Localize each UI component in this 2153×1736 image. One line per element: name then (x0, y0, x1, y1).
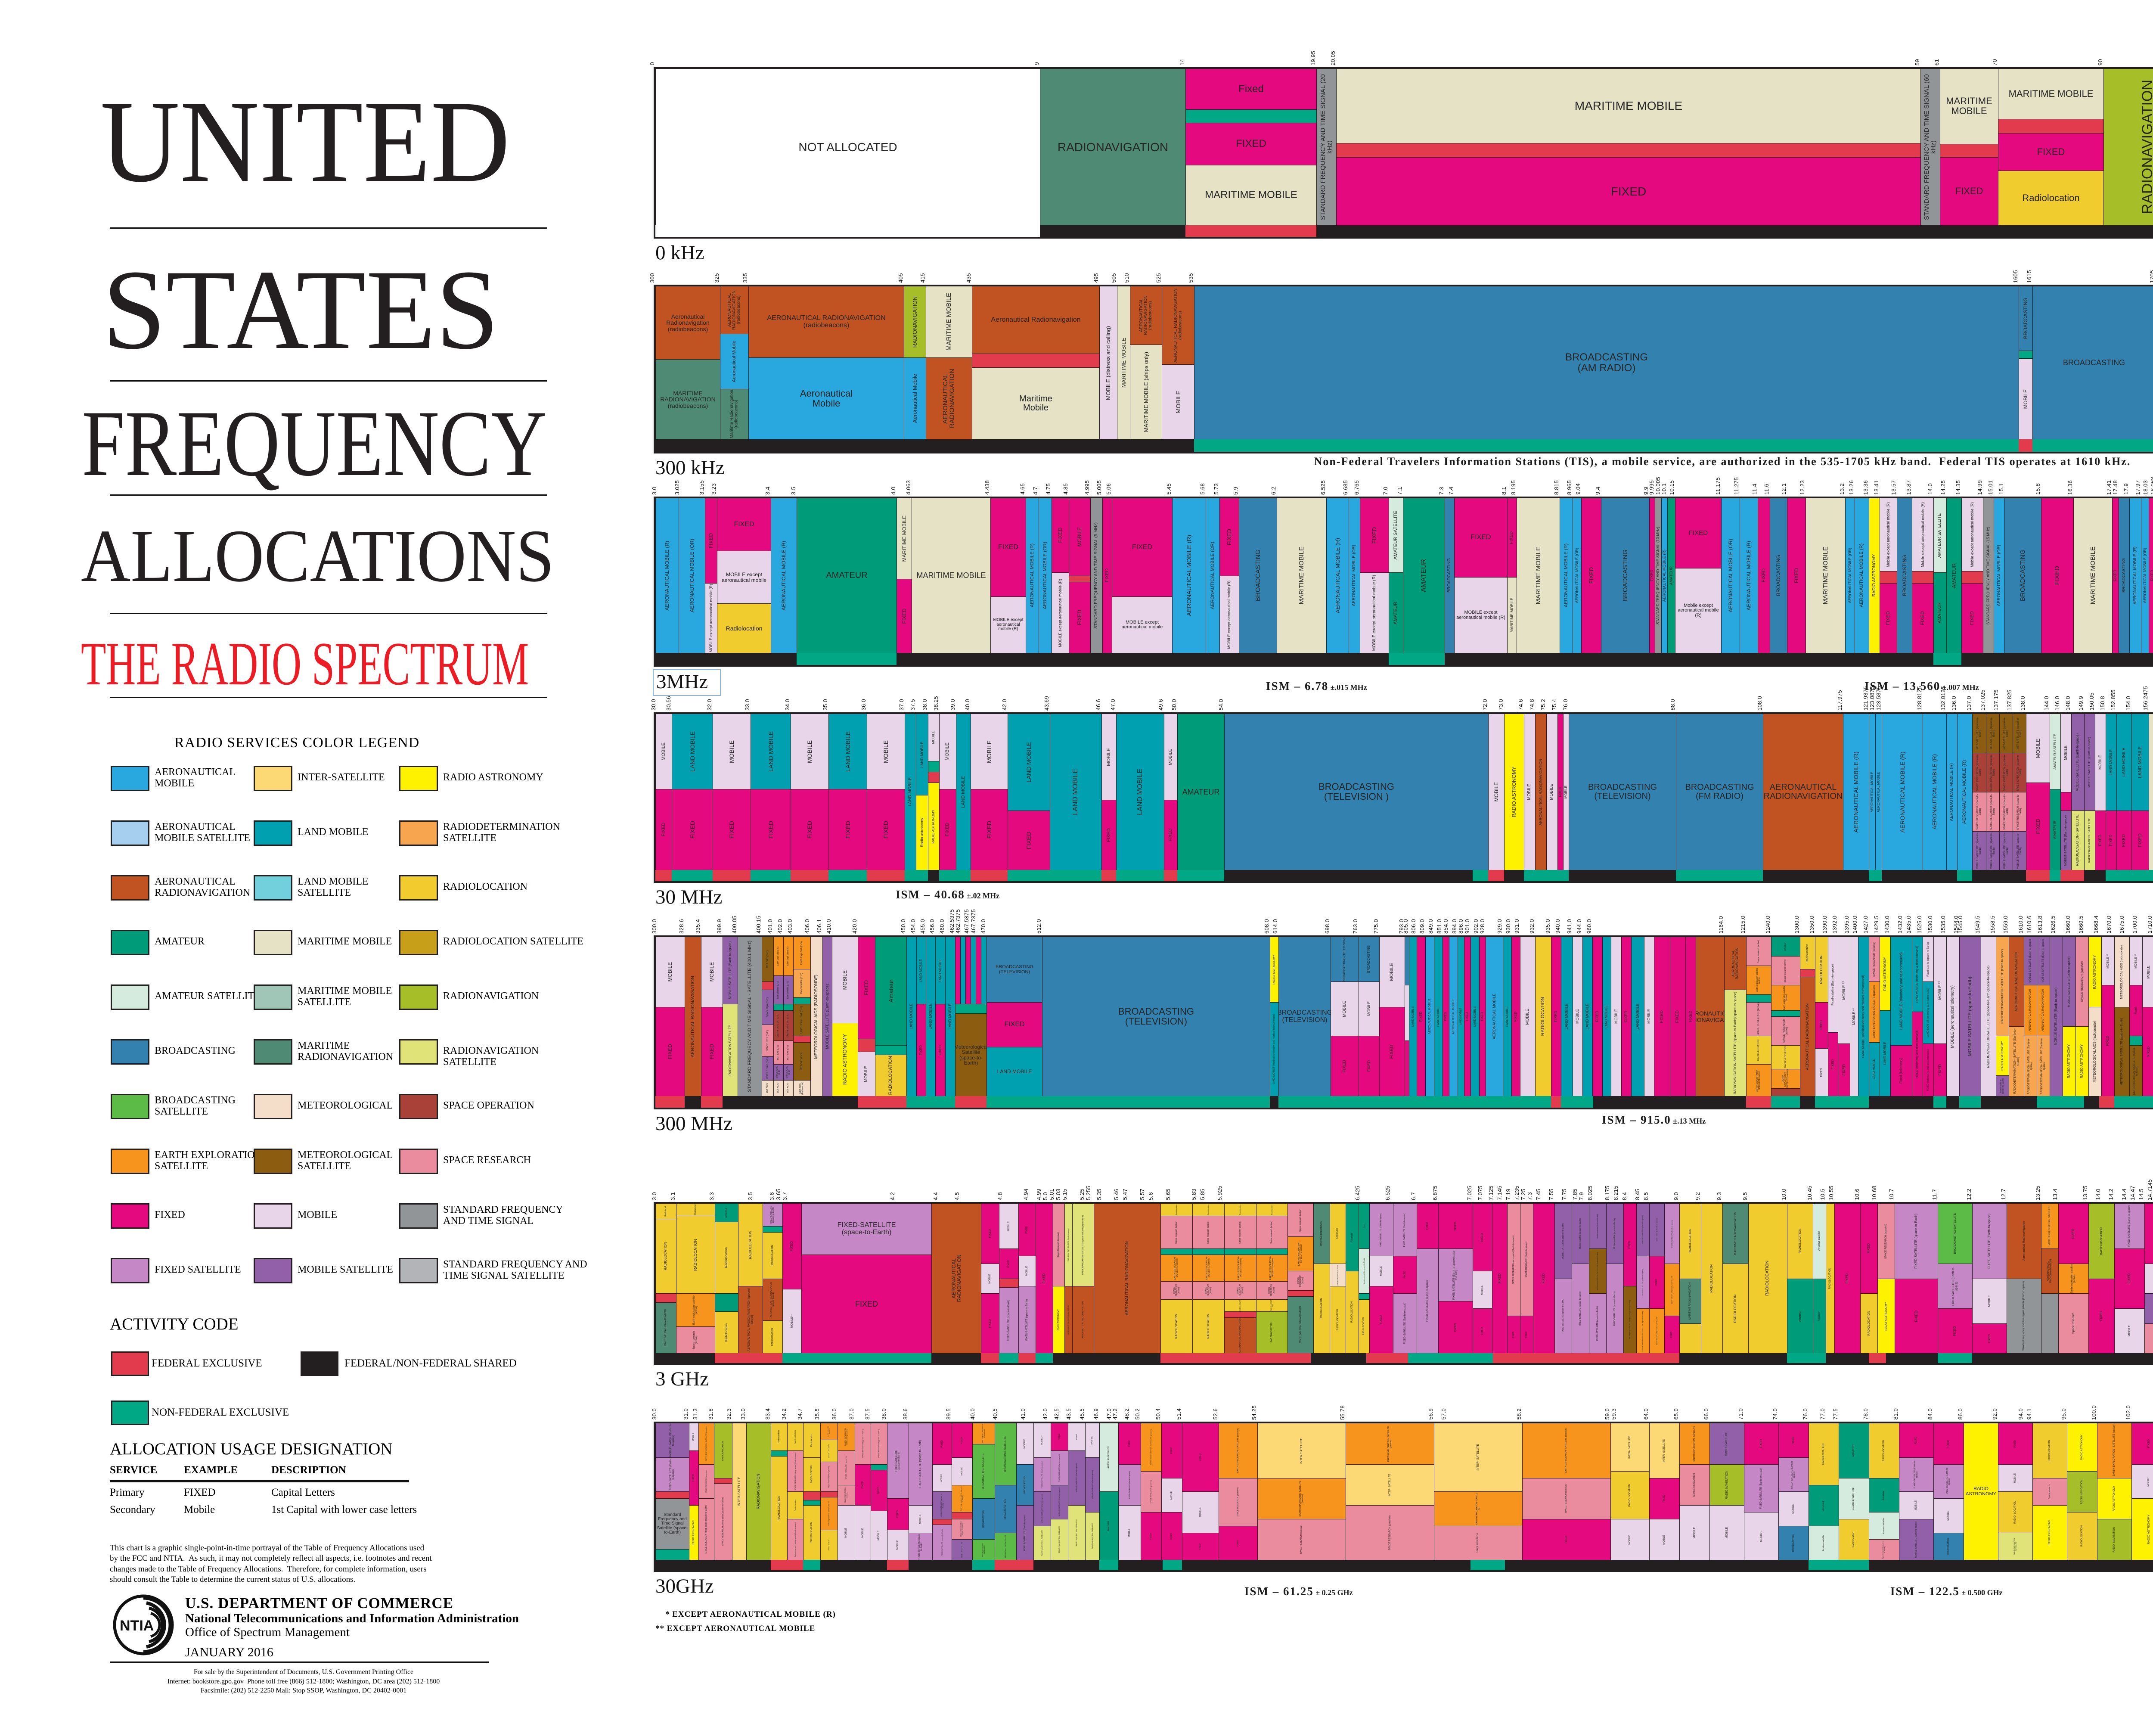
svg-text:NTIA: NTIA (120, 1618, 154, 1634)
